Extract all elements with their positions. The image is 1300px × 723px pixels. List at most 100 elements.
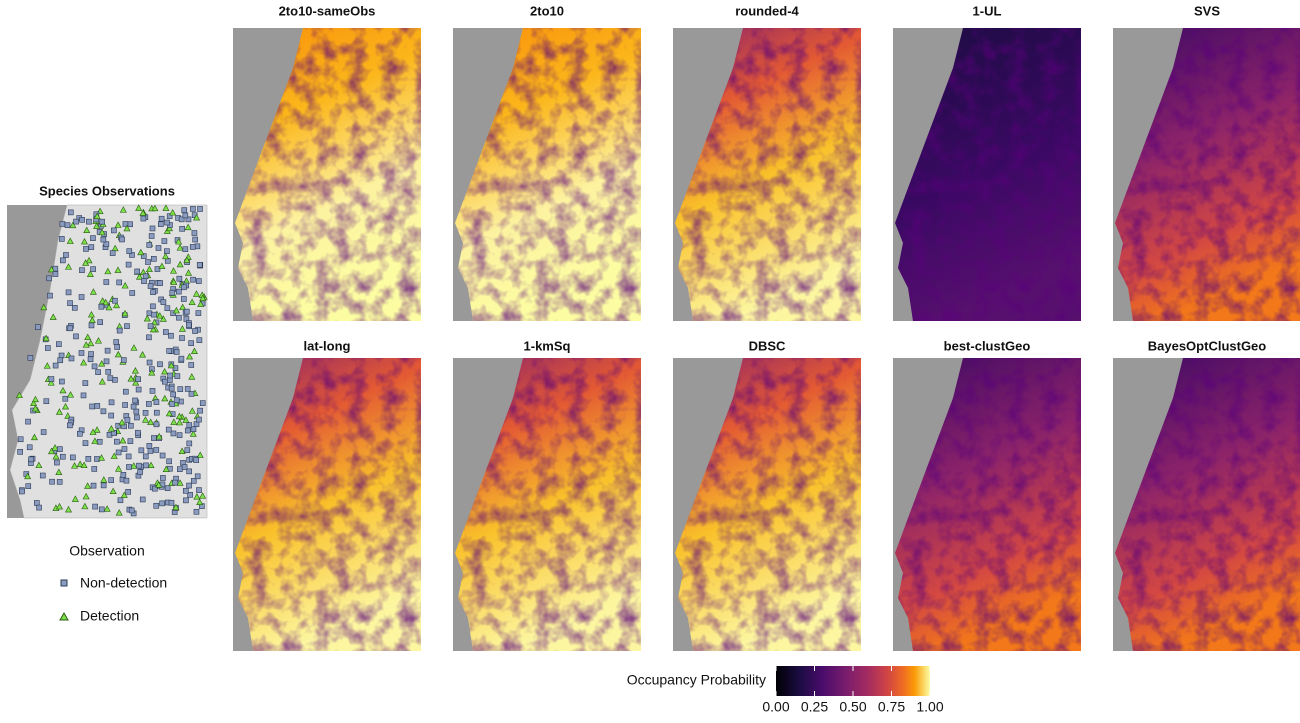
non-detection-point bbox=[89, 352, 94, 357]
non-detection-point bbox=[154, 503, 159, 508]
non-detection-point bbox=[66, 290, 71, 295]
non-detection-point bbox=[79, 268, 84, 273]
non-detection-point bbox=[81, 393, 86, 398]
non-detection-point bbox=[196, 488, 201, 493]
non-detection-point bbox=[173, 480, 178, 485]
non-detection-point bbox=[170, 402, 175, 407]
non-detection-point bbox=[197, 338, 202, 343]
non-detection-point bbox=[162, 239, 167, 244]
non-detection-point bbox=[196, 279, 201, 284]
non-detection-point bbox=[185, 448, 190, 453]
colorbar-tick-label: 1.00 bbox=[916, 699, 943, 715]
non-detection-point bbox=[200, 401, 205, 406]
non-detection-point bbox=[169, 500, 174, 505]
non-detection-point bbox=[19, 489, 24, 494]
non-detection-point bbox=[112, 298, 117, 303]
non-detection-point bbox=[158, 281, 163, 286]
non-detection-point bbox=[94, 456, 99, 461]
non-detection-point bbox=[53, 272, 58, 277]
non-detection-point bbox=[139, 448, 144, 453]
non-detection-point bbox=[27, 445, 32, 450]
non-detection-point bbox=[164, 249, 169, 254]
non-detection-point bbox=[128, 423, 133, 428]
non-detection-point bbox=[44, 399, 49, 404]
non-detection-point bbox=[129, 508, 134, 513]
non-detection-point bbox=[114, 439, 119, 444]
non-detection-point bbox=[192, 231, 197, 236]
observations-title: Species Observations bbox=[39, 183, 175, 198]
non-detection-point bbox=[150, 304, 155, 309]
non-detection-point bbox=[143, 274, 148, 279]
non-detection-point bbox=[158, 222, 163, 227]
map-panel bbox=[233, 28, 421, 321]
non-detection-point bbox=[170, 290, 175, 295]
non-detection-point bbox=[101, 237, 106, 242]
non-detection-point bbox=[59, 379, 64, 384]
non-detection-point bbox=[176, 315, 181, 320]
non-detection-point bbox=[184, 309, 189, 314]
non-detection-point bbox=[114, 340, 119, 345]
non-detection-point bbox=[147, 443, 152, 448]
non-detection-point bbox=[133, 398, 138, 403]
non-detection-point bbox=[98, 320, 103, 325]
non-detection-point bbox=[18, 437, 23, 442]
non-detection-point bbox=[109, 400, 114, 405]
non-detection-point bbox=[128, 222, 133, 227]
non-detection-point bbox=[116, 450, 121, 455]
panel-title: DBSC bbox=[749, 338, 786, 353]
non-detection-point bbox=[147, 242, 152, 247]
non-detection-point bbox=[118, 498, 123, 503]
non-detection-point bbox=[86, 456, 91, 461]
non-detection-point bbox=[91, 267, 96, 272]
non-detection-point bbox=[166, 427, 171, 432]
non-detection-point bbox=[109, 478, 114, 483]
non-detection-point bbox=[63, 252, 68, 257]
non-detection-point bbox=[128, 439, 133, 444]
panel-title: 2to10-sameObs bbox=[279, 3, 376, 18]
non-detection-point bbox=[187, 441, 192, 446]
non-detection-point bbox=[146, 259, 151, 264]
non-detection-point bbox=[160, 501, 165, 506]
legend-label: Non-detection bbox=[80, 575, 167, 591]
non-detection-point bbox=[194, 458, 199, 463]
non-detection-point bbox=[160, 475, 165, 480]
non-detection-point bbox=[190, 206, 195, 211]
non-detection-point bbox=[149, 233, 154, 238]
non-detection-point bbox=[104, 242, 109, 247]
non-detection-point bbox=[124, 478, 129, 483]
non-detection-point bbox=[28, 355, 33, 360]
non-detection-point bbox=[83, 381, 88, 386]
non-detection-point bbox=[91, 483, 96, 488]
legend-label: Detection bbox=[80, 608, 139, 624]
non-detection-point bbox=[151, 312, 156, 317]
non-detection-point bbox=[189, 391, 194, 396]
non-detection-point bbox=[154, 422, 159, 427]
panel-title: lat-long bbox=[304, 338, 351, 353]
non-detection-point bbox=[150, 388, 155, 393]
non-detection-point bbox=[123, 402, 128, 407]
non-detection-point bbox=[181, 297, 186, 302]
panel-title: 1-kmSq bbox=[524, 338, 571, 353]
non-detection-point bbox=[185, 386, 190, 391]
non-detection-point bbox=[106, 369, 111, 374]
non-detection-point bbox=[127, 249, 132, 254]
non-detection-point bbox=[194, 509, 199, 514]
non-detection-point bbox=[196, 311, 201, 316]
non-detection-point bbox=[154, 400, 159, 405]
non-detection-point bbox=[143, 410, 148, 415]
non-detection-point bbox=[101, 409, 106, 414]
map-panel bbox=[1113, 358, 1300, 651]
non-detection-point bbox=[67, 423, 72, 428]
non-detection-point bbox=[168, 373, 173, 378]
non-detection-point bbox=[143, 463, 148, 468]
colorbar-tick-label: 0.75 bbox=[878, 699, 905, 715]
non-detection-point bbox=[110, 251, 115, 256]
non-detection-point bbox=[141, 216, 146, 221]
non-detection-point bbox=[135, 430, 140, 435]
non-detection-point bbox=[180, 226, 185, 231]
map-panel bbox=[893, 358, 1081, 651]
non-detection-point bbox=[183, 213, 188, 218]
non-detection-point bbox=[101, 483, 106, 488]
non-detection-point bbox=[37, 505, 42, 510]
non-detection-point bbox=[168, 333, 173, 338]
